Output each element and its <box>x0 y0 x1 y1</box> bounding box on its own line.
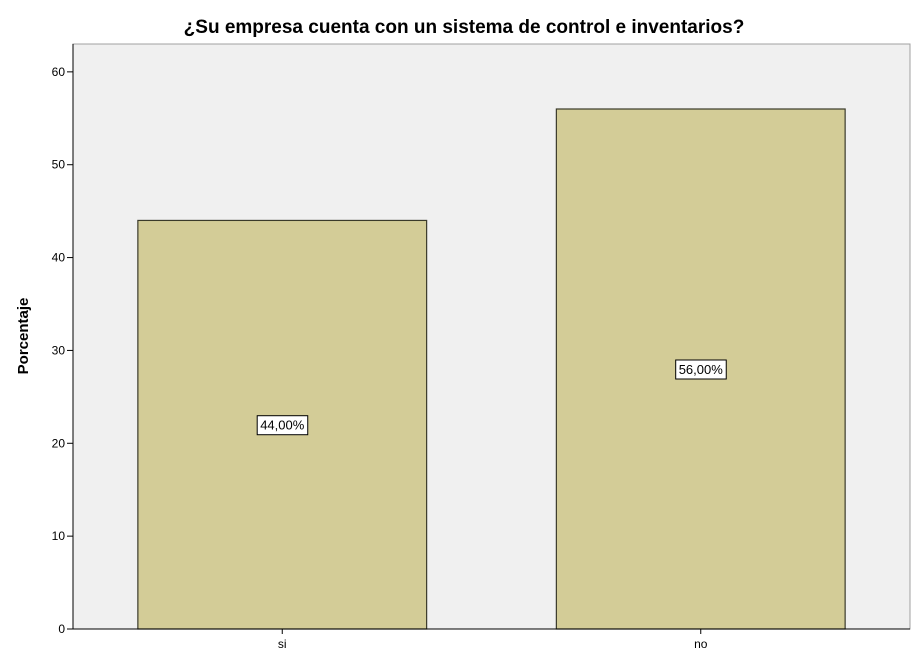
y-tick-label-50: 50 <box>52 158 66 172</box>
x-tick-label-si: si <box>278 637 287 651</box>
y-tick-label-10: 10 <box>52 529 66 543</box>
x-tick-label-no: no <box>694 637 708 651</box>
y-tick-label-20: 20 <box>52 436 66 450</box>
y-axis-label: Porcentaje <box>15 298 32 375</box>
data-label-box-si <box>256 415 309 436</box>
data-labels-group: 44,00% 56,00% <box>256 359 727 436</box>
data-label-text-si: 44,00% <box>260 418 305 433</box>
data-label-text-no: 56,00% <box>679 362 724 377</box>
data-label-si: 44,00% <box>256 415 309 436</box>
y-tick-label-60: 60 <box>52 65 66 79</box>
data-label-box-no <box>675 359 727 380</box>
y-tick-label-0: 0 <box>58 622 65 636</box>
y-axis: 0 10 20 30 40 50 60 <box>52 44 74 636</box>
y-tick-label-40: 40 <box>52 251 66 265</box>
data-label-no: 56,00% <box>675 359 727 380</box>
x-axis: si no <box>73 628 910 651</box>
y-tick-label-30: 30 <box>52 343 66 357</box>
chart-title: ¿Su empresa cuenta con un sistema de con… <box>184 17 745 38</box>
